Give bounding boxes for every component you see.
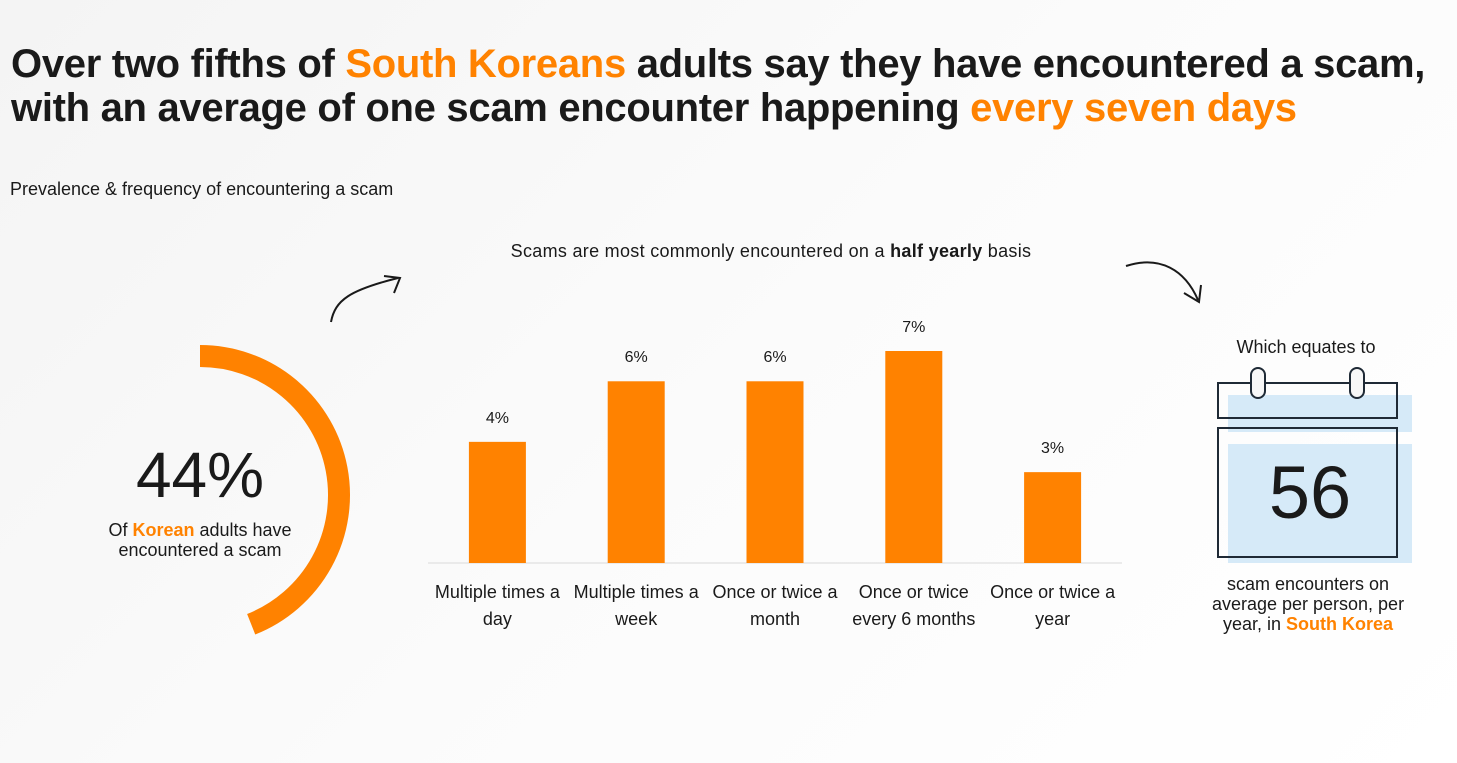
text-run: Over two fifths of bbox=[11, 42, 346, 86]
callout-caption: scam encounters on average per person, p… bbox=[1198, 574, 1418, 634]
donut-caption: Of Korean adults have encountered a scam bbox=[80, 520, 320, 560]
title: Over two fifths of South Koreans adults … bbox=[11, 42, 1456, 130]
chart-title: Scams are most commonly encountered on a… bbox=[420, 241, 1122, 262]
bar bbox=[607, 381, 665, 563]
text-run: Of bbox=[108, 520, 133, 540]
value-label: 4% bbox=[485, 409, 509, 427]
bar bbox=[885, 351, 943, 563]
arrow-head bbox=[383, 275, 402, 294]
value-label: 6% bbox=[624, 349, 648, 367]
bar bbox=[468, 441, 526, 563]
callout-lead: Which equates to bbox=[1236, 337, 1376, 357]
calendar-fill bbox=[1228, 395, 1412, 432]
arrow bbox=[330, 277, 399, 323]
value-label: 7% bbox=[902, 319, 926, 336]
arrow bbox=[1125, 261, 1199, 301]
text-run: South Korea bbox=[1286, 614, 1394, 634]
text-run: half yearly bbox=[890, 241, 983, 261]
text-run: Scams are most commonly encountered on a bbox=[510, 241, 891, 261]
calendar-fill bbox=[1228, 444, 1412, 563]
text-run: adults say they have encountered a scam,… bbox=[11, 42, 1426, 130]
x-tick-label: Once or twice a year bbox=[990, 582, 1116, 629]
donut-arc bbox=[199, 345, 350, 635]
subtitle: Prevalence & frequency of encountering a… bbox=[10, 179, 394, 199]
text-run: adults have encountered a scam bbox=[118, 520, 292, 560]
calendar-ring bbox=[1250, 367, 1266, 399]
x-tick-label: Once or twice every 6 months bbox=[852, 582, 976, 629]
text-run: scam encounters on average per person, p… bbox=[1211, 574, 1405, 634]
calendar-ring bbox=[1349, 367, 1365, 399]
text-run: every seven days bbox=[970, 86, 1297, 130]
x-tick-label: Multiple times a week bbox=[573, 582, 699, 629]
bar bbox=[746, 381, 804, 563]
calendar-body bbox=[1217, 427, 1398, 558]
x-tick-label: Multiple times a day bbox=[434, 582, 560, 629]
bar bbox=[1024, 472, 1082, 563]
calendar-top bbox=[1217, 382, 1398, 419]
value-label: 3% bbox=[1041, 440, 1065, 458]
text-run: Korean bbox=[132, 520, 195, 540]
x-tick-label: Once or twice a month bbox=[712, 582, 838, 629]
callout-value: 56 bbox=[1268, 451, 1352, 534]
donut-label: 44% bbox=[135, 439, 265, 511]
text-run: basis bbox=[982, 241, 1032, 261]
value-label: 6% bbox=[763, 349, 787, 367]
text-run: South Koreans bbox=[345, 42, 626, 86]
arrow-head bbox=[1183, 284, 1202, 304]
